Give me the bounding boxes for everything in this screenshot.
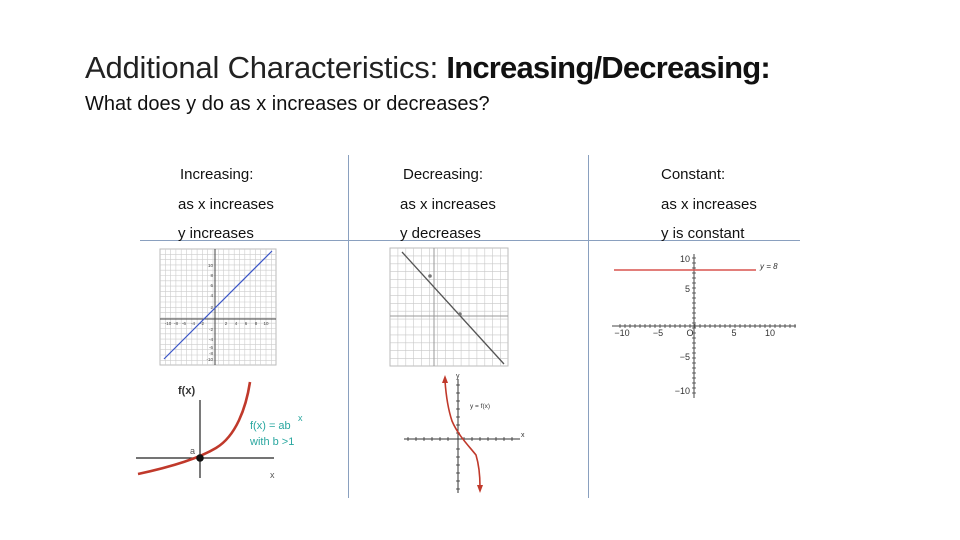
x-tick-label: −10	[614, 328, 629, 338]
column-divider-2	[588, 155, 589, 498]
arrow-up	[442, 375, 448, 383]
x-tick-label: 4	[235, 321, 238, 326]
x-tick-label: -2	[200, 321, 204, 326]
y-tick-label: 6	[210, 283, 213, 288]
decreasing-curve	[444, 380, 481, 488]
slide-subtitle: What does y do as x increases or decreas…	[85, 93, 490, 115]
y-tick-label: −5	[680, 352, 690, 362]
y-tick-label: 4	[210, 293, 213, 298]
y-tick-label: 2	[210, 305, 213, 310]
x-tick-label: 10	[263, 321, 269, 326]
decreasing-line	[401, 251, 505, 365]
x-tick-label: -6	[182, 321, 186, 326]
constant-function-graph: y = 8 −10 −5 O 5 10 10 5 −5 −10	[612, 254, 796, 398]
column-divider-1	[348, 155, 349, 498]
y-tick-label: 10	[208, 263, 214, 268]
title-emphasis: Increasing/Decreasing:	[446, 50, 770, 85]
constant-heading: Constant:	[661, 166, 726, 183]
x-tick-label: 6	[245, 321, 248, 326]
formula-label: f(x) = ab	[250, 420, 291, 432]
y-tick-label: −10	[675, 386, 690, 396]
y-tick-label: -8	[209, 351, 213, 356]
x-tick-label: 2	[225, 321, 228, 326]
y-tick-label: 8	[210, 273, 213, 278]
point-label: a	[190, 446, 195, 456]
y-intercept-point	[196, 454, 204, 462]
y-tick-label: -10	[206, 357, 213, 362]
y-axis-label: y	[456, 373, 460, 380]
function-label: y = f(x)	[470, 403, 490, 410]
increasing-line	[163, 250, 273, 360]
line-label: y = 8	[759, 262, 778, 271]
x-tick-label: -10	[165, 321, 172, 326]
y-tick-label: -6	[209, 345, 213, 350]
y-tick-label: -2	[209, 327, 213, 332]
x-tick-label: 5	[731, 328, 736, 338]
exponential-curve	[137, 381, 252, 476]
x-axis-label: x	[521, 432, 525, 439]
line-point-1	[428, 274, 432, 278]
constant-line1: as x increases	[661, 196, 757, 213]
y-axis-label: f(x)	[178, 385, 195, 397]
x-tick-label: 8	[255, 321, 258, 326]
decreasing-heading: Decreasing:	[403, 166, 484, 183]
line-point-2	[458, 312, 462, 316]
x-axis-label: x	[270, 470, 275, 480]
decreasing-function-graph: y x y = f(x)	[404, 373, 525, 493]
formula-exponent: x	[298, 413, 303, 423]
x-tick-label: -8	[174, 321, 178, 326]
decreasing-linear-graph	[389, 247, 509, 367]
title-prefix: Additional Characteristics:	[85, 50, 447, 85]
x-tick-label: O	[686, 328, 693, 338]
y-tick-label: 10	[680, 254, 690, 264]
arrow-down	[477, 485, 483, 493]
x-tick-label: −5	[653, 328, 663, 338]
increasing-heading: Increasing:	[180, 166, 254, 183]
x-tick-label: -4	[191, 321, 195, 326]
y-tick-label: -4	[209, 337, 213, 342]
y-tick-label: 5	[685, 284, 690, 294]
decreasing-line2: y decreases	[400, 225, 481, 242]
exponential-growth-graph: f(x) x a f(x) = ab x with b >1	[136, 381, 303, 480]
condition-label: with b >1	[249, 436, 294, 448]
constant-line2: y is constant	[661, 225, 745, 242]
header-divider	[140, 240, 800, 241]
x-tick-label: 10	[765, 328, 775, 338]
increasing-line2: y increases	[178, 225, 254, 242]
increasing-line1: as x increases	[178, 196, 274, 213]
decreasing-line1: as x increases	[400, 196, 496, 213]
slide-title: Additional Characteristics: Increasing/D…	[85, 50, 771, 86]
